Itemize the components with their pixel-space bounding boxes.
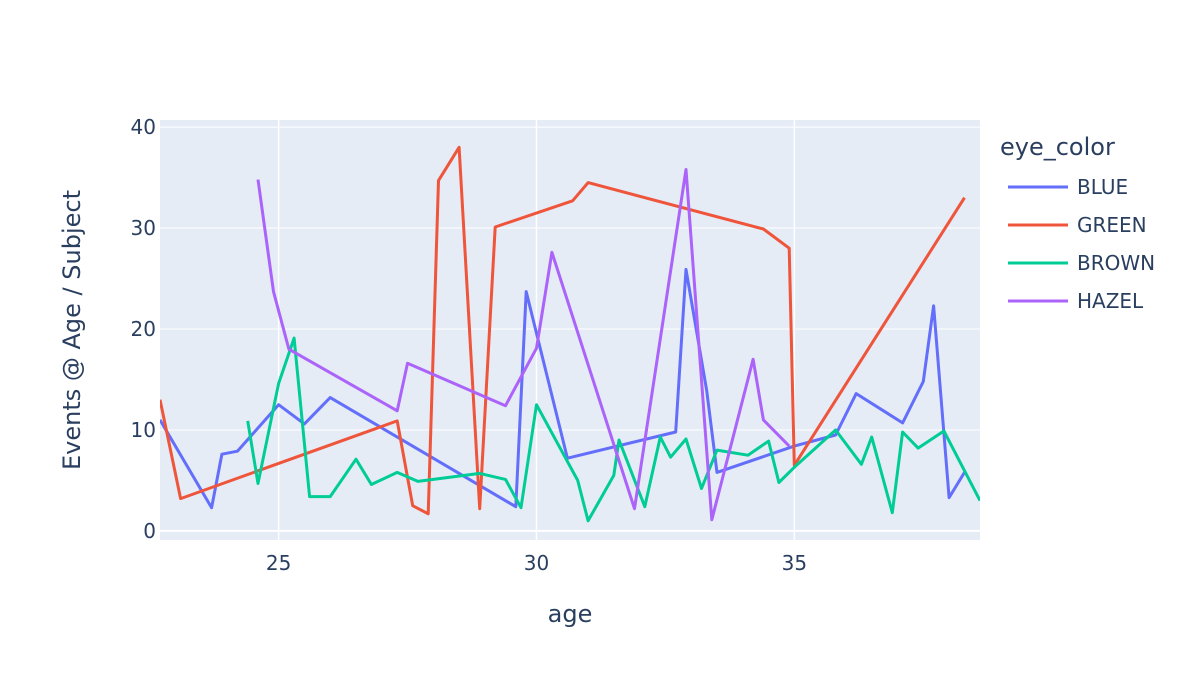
- x-tick-label: 35: [782, 551, 807, 575]
- x-axis-ticks: 25 30 35: [266, 551, 807, 575]
- series-line-blue: [160, 267, 966, 510]
- series-line-hazel: [256, 168, 791, 522]
- y-tick-label: 10: [131, 418, 156, 442]
- legend-item-hazel: HAZEL: [1077, 289, 1144, 313]
- x-tick-label: 30: [524, 551, 549, 575]
- plot-area: [160, 120, 980, 540]
- x-tick-label: 25: [266, 551, 291, 575]
- gridlines: [160, 120, 980, 540]
- legend: eye_color BLUE GREEN BROWN HAZEL: [1000, 133, 1155, 313]
- y-tick-label: 20: [131, 317, 156, 341]
- series-layer: [160, 145, 980, 523]
- y-tick-label: 0: [143, 519, 156, 543]
- series-line-green: [160, 145, 966, 516]
- x-axis-title: age: [548, 600, 593, 628]
- legend-item-green: GREEN: [1077, 213, 1147, 237]
- y-tick-label: 30: [131, 216, 156, 240]
- y-axis-title: Events @ Age / Subject: [58, 190, 86, 470]
- legend-title: eye_color: [1000, 133, 1115, 161]
- series-line-brown: [246, 336, 980, 523]
- legend-item-blue: BLUE: [1077, 175, 1128, 199]
- y-tick-label: 40: [131, 115, 156, 139]
- y-axis-ticks: 0 10 20 30 40: [131, 115, 156, 543]
- legend-item-brown: BROWN: [1077, 251, 1155, 275]
